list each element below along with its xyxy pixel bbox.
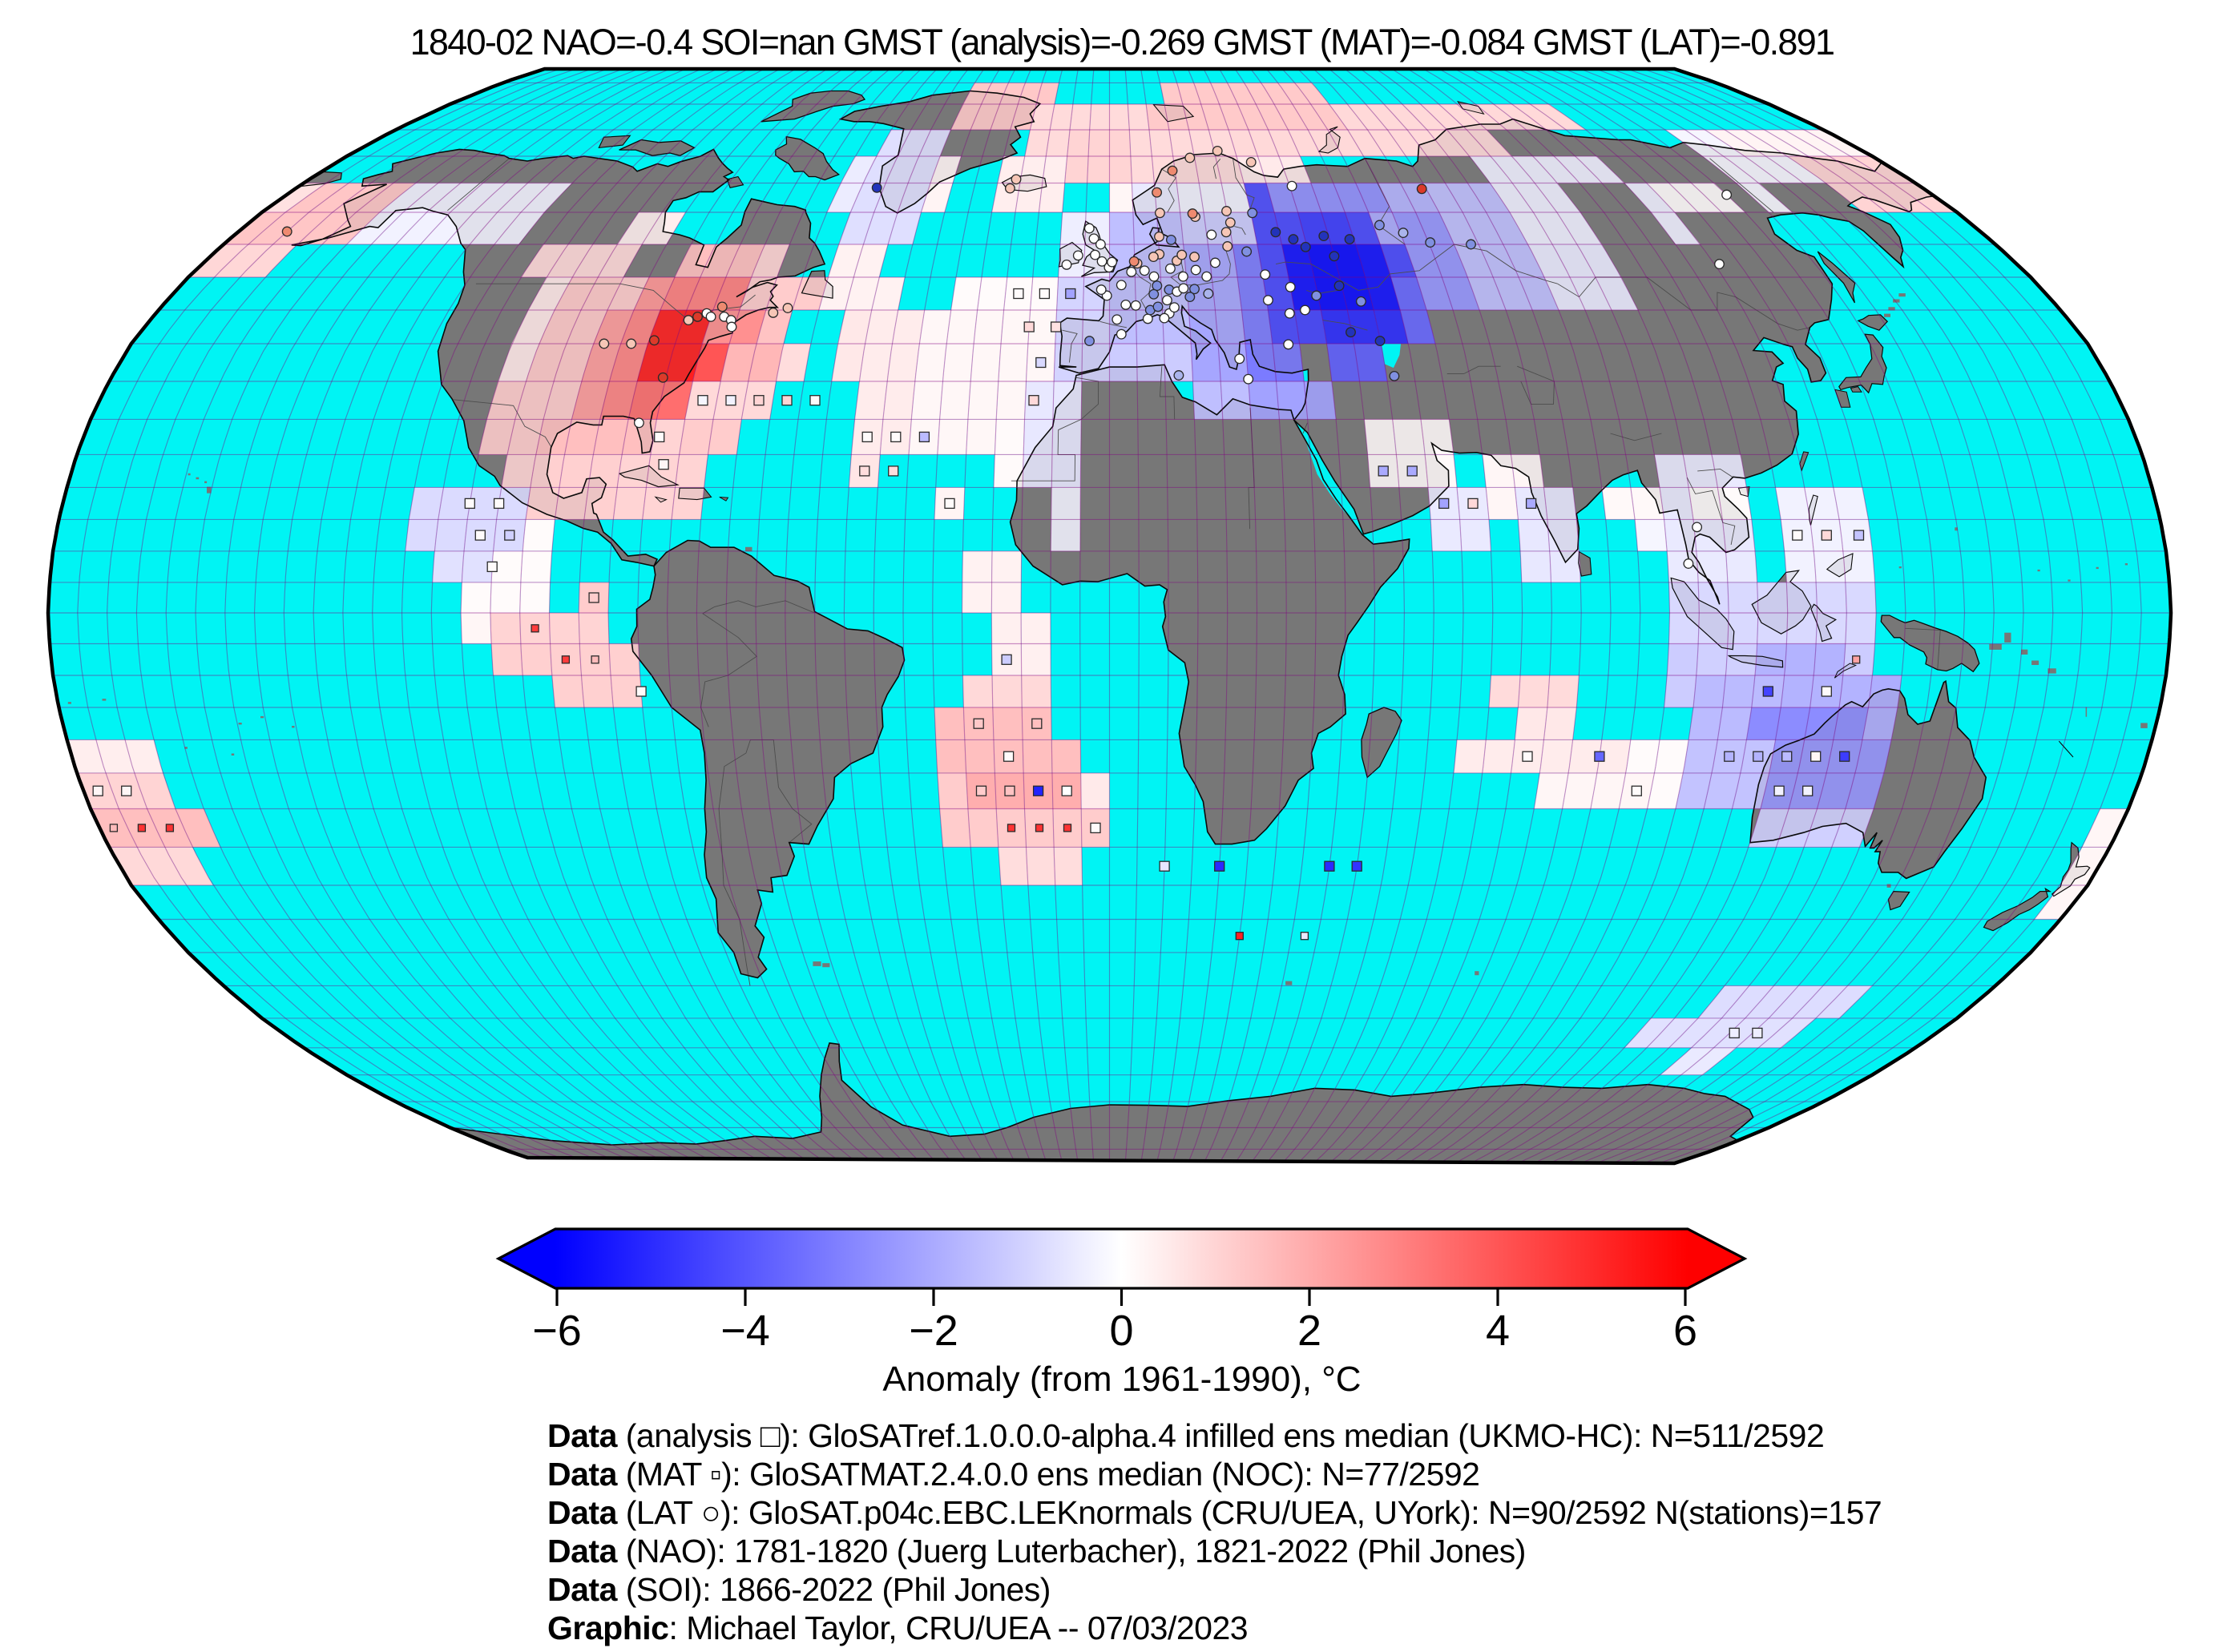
svg-text:Data (LAT ○): GloSAT.p04c.EBC.: Data (LAT ○): GloSAT.p04c.EBC.LEKnormals… (547, 1494, 1882, 1531)
svg-text:6: 6 (1673, 1307, 1697, 1355)
svg-text:Graphic: Michael Taylor, CRU/U: Graphic: Michael Taylor, CRU/UEA -- 07/0… (547, 1610, 1248, 1646)
svg-text:1840-02 NAO=-0.4 SOI=nan GMST: 1840-02 NAO=-0.4 SOI=nan GMST (analysis)… (410, 22, 1834, 62)
svg-text:−4: −4 (720, 1307, 770, 1355)
svg-text:−6: −6 (532, 1307, 582, 1355)
svg-text:−2: −2 (909, 1307, 958, 1355)
svg-text:0: 0 (1109, 1307, 1133, 1355)
svg-text:Anomaly (from 1961-1990), °C: Anomaly (from 1961-1990), °C (882, 1360, 1361, 1399)
svg-text:Data (SOI): 1866-2022 (Phil Jo: Data (SOI): 1866-2022 (Phil Jones) (547, 1571, 1051, 1608)
svg-text:Data (NAO): 1781-1820 (Juerg L: Data (NAO): 1781-1820 (Juerg Luterbacher… (547, 1533, 1526, 1569)
svg-text:4: 4 (1486, 1307, 1510, 1355)
svg-text:Data (MAT ▫): GloSATMAT.2.4.0.: Data (MAT ▫): GloSATMAT.2.4.0.0 ens medi… (547, 1456, 1479, 1493)
svg-text:2: 2 (1297, 1307, 1321, 1355)
svg-text:Data (analysis □): GloSATref.1: Data (analysis □): GloSATref.1.0.0.0-alp… (547, 1417, 1824, 1454)
